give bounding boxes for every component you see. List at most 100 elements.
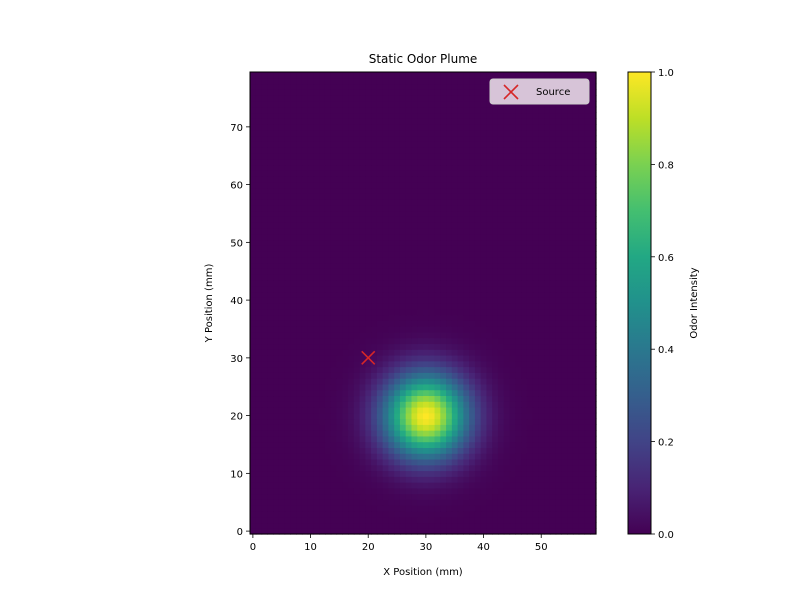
heatmap-cell (549, 233, 557, 241)
heatmap-cell (417, 401, 424, 408)
heatmap-cell (544, 152, 551, 160)
heatmap-cell (561, 395, 568, 402)
heatmap-cell (348, 222, 355, 229)
heatmap-cell (371, 112, 378, 119)
heatmap-cell (250, 297, 257, 304)
heatmap-cell (273, 470, 280, 477)
heatmap-cell (273, 331, 280, 339)
heatmap-cell (348, 193, 355, 200)
heatmap-cell (417, 320, 424, 327)
heatmap-cell (273, 170, 280, 177)
heatmap-cell (463, 227, 470, 235)
heatmap-cell (497, 343, 505, 350)
heatmap-cell (376, 285, 384, 293)
heatmap-cell (371, 435, 378, 443)
heatmap-cell (382, 216, 389, 223)
heatmap-cell (330, 106, 338, 114)
heatmap-cell (446, 170, 453, 177)
heatmap-cell (486, 141, 493, 148)
heatmap-cell (549, 401, 557, 408)
heatmap-cell (555, 141, 562, 148)
heatmap-cell (376, 118, 384, 125)
heatmap-cell (330, 147, 338, 154)
heatmap-cell (474, 118, 482, 125)
heatmap-cell (394, 372, 401, 379)
heatmap-cell (417, 499, 424, 506)
heatmap-cell (273, 123, 280, 131)
heatmap-cell (503, 401, 511, 408)
heatmap-cell (469, 239, 476, 246)
heatmap-cell (469, 441, 476, 448)
heatmap-cell (250, 106, 257, 114)
heatmap-cell (267, 262, 274, 269)
heatmap-cell (296, 118, 303, 125)
heatmap-cell (532, 406, 539, 414)
heatmap-cell (353, 187, 361, 194)
heatmap-cell (348, 106, 355, 114)
heatmap-cell (423, 510, 430, 518)
heatmap-cell (376, 476, 384, 483)
heatmap-cell (451, 487, 459, 495)
heatmap-cell (359, 245, 366, 252)
heatmap-cell (480, 482, 488, 489)
heatmap-cell (307, 118, 315, 125)
heatmap-cell (451, 441, 459, 448)
heatmap-cell (399, 424, 407, 431)
heatmap-cell (342, 274, 349, 281)
heatmap-cell (359, 464, 366, 472)
heatmap-cell (313, 268, 320, 275)
heatmap-cell (267, 175, 274, 183)
heatmap-cell (399, 83, 407, 90)
heatmap-cell (451, 303, 459, 310)
heatmap-cell (336, 256, 343, 264)
heatmap-cell (503, 303, 511, 310)
heatmap-cell (348, 401, 355, 408)
heatmap-cell (463, 297, 470, 304)
heatmap-cell (578, 412, 586, 420)
heatmap-cell (578, 366, 586, 373)
heatmap-cell (578, 522, 586, 529)
heatmap-cell (440, 331, 447, 339)
heatmap-cell (405, 430, 413, 437)
heatmap-cell (359, 401, 366, 408)
heatmap-cell (457, 470, 464, 477)
heatmap-cell (284, 227, 291, 235)
heatmap-cell (267, 170, 274, 177)
heatmap-cell (307, 383, 315, 391)
heatmap-cell (538, 510, 545, 518)
heatmap-cell (250, 123, 257, 131)
heatmap-cell (348, 279, 355, 287)
heatmap-cell (394, 170, 401, 177)
heatmap-cell (555, 256, 562, 264)
heatmap-cell (376, 510, 384, 518)
heatmap-cell (301, 406, 309, 414)
heatmap-cell (584, 204, 591, 212)
heatmap-cell (474, 308, 482, 316)
y-tick-label: 20 (230, 412, 243, 423)
heatmap-cell (301, 522, 309, 529)
heatmap-cell (474, 528, 482, 535)
heatmap-cell (590, 499, 597, 506)
heatmap-cell (284, 395, 291, 402)
heatmap-cell (261, 118, 268, 125)
heatmap-cell (486, 256, 493, 264)
heatmap-cell (434, 482, 441, 489)
heatmap-cell (590, 175, 597, 183)
heatmap-cell (451, 430, 459, 437)
heatmap-cell (255, 441, 263, 448)
heatmap-cell (382, 395, 389, 402)
heatmap-cell (509, 135, 516, 142)
heatmap-cell (405, 233, 413, 241)
heatmap-cell (336, 222, 343, 229)
heatmap-cell (486, 343, 493, 350)
heatmap-cell (446, 378, 453, 385)
heatmap-cell (261, 239, 268, 246)
heatmap-cell (255, 175, 263, 183)
heatmap-cell (555, 181, 562, 189)
heatmap-cell (457, 256, 464, 264)
heatmap-cell (313, 95, 320, 102)
heatmap-cell (290, 297, 297, 304)
heatmap-cell (301, 175, 309, 183)
heatmap-cell (284, 389, 291, 397)
heatmap-cell (250, 227, 257, 235)
